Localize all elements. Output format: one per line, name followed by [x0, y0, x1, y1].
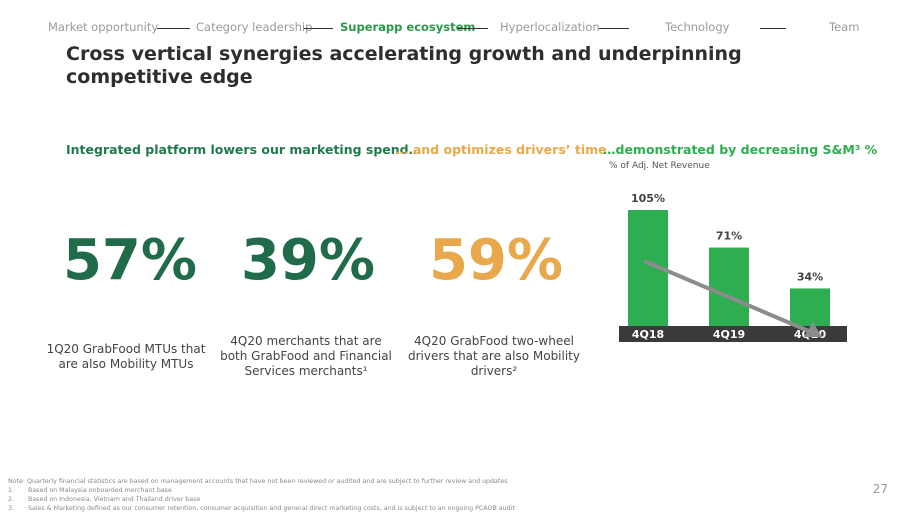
nav-divider	[760, 28, 786, 29]
bar-value-label: 71%	[716, 230, 742, 243]
x-axis-band	[619, 326, 847, 342]
nav-item-market-opportunity[interactable]: Market opportunity	[48, 20, 159, 34]
stat-value-merchants: 39%	[240, 228, 376, 293]
footnote-number: 1.	[8, 487, 15, 494]
nav-item-category-leadership[interactable]: Category leadership	[196, 20, 313, 34]
x-tick-label: 4Q19	[713, 328, 745, 341]
nav-divider	[458, 28, 488, 29]
footnotes: Note: Quarterly financial statistics are…	[8, 477, 515, 513]
section-nav: Market opportunity Category leadership S…	[0, 20, 910, 38]
nav-item-technology[interactable]: Technology	[665, 20, 730, 34]
stat-value-mtus: 57%	[62, 228, 198, 293]
footnote-text: Sales & Marketing defined as our consume…	[28, 505, 515, 512]
subtitle-drivers: … and optimizes drivers’ time	[396, 142, 607, 157]
trend-arrow-head	[804, 322, 822, 337]
chart-unit-note: % of Adj. Net Revenue	[609, 161, 710, 171]
stat-caption-mtus: 1Q20 GrabFood MTUs that are also Mobilit…	[46, 342, 206, 371]
footnote-item: 2. Based on Indonesia, Vietnam and Thail…	[8, 495, 515, 504]
subtitle-marketing: Integrated platform lowers our marketing…	[66, 142, 422, 157]
trend-arrow-line	[643, 259, 812, 334]
x-tick-label: 4Q18	[632, 328, 664, 341]
stat-caption-merchants: 4Q20 merchants that are both GrabFood an…	[220, 334, 392, 378]
nav-item-hyperlocalization[interactable]: Hyperlocalization	[500, 20, 600, 34]
page-title: Cross vertical synergies accelerating gr…	[66, 43, 742, 88]
bar-value-label: 34%	[797, 270, 823, 283]
nav-item-team[interactable]: Team	[829, 20, 860, 34]
page-number: 27	[872, 482, 888, 496]
nav-divider	[599, 28, 629, 29]
footnote-item: 3. Sales & Marketing defined as our cons…	[8, 504, 515, 513]
bar-4q19	[709, 247, 749, 326]
nav-divider	[157, 28, 190, 29]
bar-4q20	[790, 288, 830, 326]
nav-item-superapp-ecosystem[interactable]: Superapp ecosystem	[340, 20, 476, 34]
footnote-number: 3.	[8, 505, 15, 512]
footnote-text: Based on Indonesia, Vietnam and Thailand…	[28, 496, 201, 503]
footnote-note: Note: Quarterly financial statistics are…	[8, 478, 508, 485]
footnote-number: 2.	[8, 496, 15, 503]
footnote-text: Based on Malaysia onboarded merchant bas…	[28, 487, 172, 494]
stat-value-drivers: 59%	[428, 228, 564, 293]
subtitle-sm: …demonstrated by decreasing S&M³ %	[603, 142, 878, 157]
bar-value-label: 105%	[631, 192, 665, 205]
footnote-item: 1. Based on Malaysia onboarded merchant …	[8, 486, 515, 495]
nav-divider	[304, 28, 333, 29]
stat-caption-drivers: 4Q20 GrabFood two-wheel drivers that are…	[408, 334, 580, 378]
